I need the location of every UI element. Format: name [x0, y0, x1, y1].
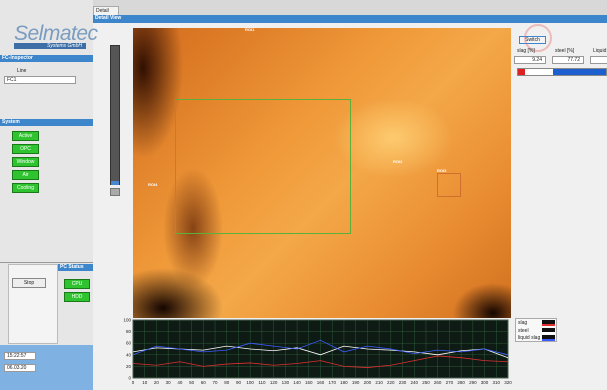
y-tick-label: 0: [128, 376, 131, 381]
reading-label: slag [%]: [517, 48, 535, 54]
x-tick-label: 240: [410, 380, 418, 385]
x-tick-label: 180: [340, 380, 348, 385]
y-tick-label: 100: [123, 318, 131, 323]
time: 15:22:57: [4, 352, 36, 360]
x-tick-label: 310: [493, 380, 501, 385]
reading-value: 61: [590, 56, 607, 64]
inspector-title: FC-Inspector: [0, 55, 93, 62]
x-tick-label: 120: [270, 380, 278, 385]
tab[interactable]: Detail: [93, 6, 119, 15]
series-line: [132, 345, 509, 359]
x-tick-label: 190: [352, 380, 360, 385]
x-tick-label: 270: [446, 380, 454, 385]
x-tick-label: 80: [224, 380, 230, 385]
legend-swatch: [542, 327, 555, 334]
y-tick-label: 20: [126, 364, 132, 369]
series-line: [132, 339, 509, 356]
roi-label: ROI4: [148, 182, 158, 187]
x-tick-label: 70: [213, 380, 219, 385]
x-tick-label: 160: [317, 380, 325, 385]
logo-sub: Systems GmbH: [14, 43, 86, 49]
reading-value: 77.72: [552, 56, 584, 64]
date: 06.03.20: [4, 364, 36, 372]
x-tick-label: 60: [201, 380, 207, 385]
view-title: Detail View: [93, 15, 607, 23]
reading-value: 9.24: [514, 56, 546, 64]
status-indicator: HDD: [64, 292, 90, 302]
system-button[interactable]: Air: [12, 170, 39, 180]
y-tick-label: 60: [126, 341, 132, 346]
roi-frame: [175, 99, 351, 234]
roi-label: ROI1: [245, 27, 255, 32]
x-tick-label: 10: [142, 380, 148, 385]
system-button[interactable]: Cooling: [12, 183, 39, 193]
x-tick-label: 0: [132, 380, 135, 385]
legend-label: steel: [518, 327, 529, 334]
y-tick-label: 40: [126, 352, 132, 357]
roi-frame: [437, 173, 461, 197]
reading-label: Liquid slag [%]: [593, 48, 607, 54]
reading-label: steel [%]: [555, 48, 575, 54]
x-tick-label: 200: [364, 380, 372, 385]
x-tick-label: 280: [457, 380, 465, 385]
x-tick-label: 130: [282, 380, 290, 385]
x-tick-label: 300: [481, 380, 489, 385]
divider: [0, 262, 93, 263]
system-button[interactable]: OPC: [12, 144, 39, 154]
x-tick-label: 290: [469, 380, 477, 385]
x-tick-label: 220: [387, 380, 395, 385]
x-tick-label: 210: [375, 380, 383, 385]
slider-button[interactable]: [110, 188, 120, 196]
logo: Selmatec: [14, 22, 98, 45]
x-tick-label: 90: [236, 380, 242, 385]
pc-status-title: PC Status: [58, 264, 93, 271]
x-tick-label: 250: [422, 380, 430, 385]
x-tick-label: 170: [328, 380, 336, 385]
system-button[interactable]: Window: [12, 157, 39, 167]
roi-label: ROI3: [437, 168, 447, 173]
system-title: System: [0, 119, 93, 126]
x-tick-label: 230: [399, 380, 407, 385]
slider-track[interactable]: [110, 45, 120, 185]
x-tick-label: 140: [293, 380, 301, 385]
x-tick-label: 260: [434, 380, 442, 385]
x-tick-label: 320: [504, 380, 512, 385]
slider-level: [111, 181, 119, 185]
system-button[interactable]: Active: [12, 131, 39, 141]
x-tick-label: 50: [189, 380, 195, 385]
composition-bar: [517, 68, 607, 76]
legend-swatch: [542, 335, 555, 341]
legend: slag steel liquid slag: [515, 318, 557, 342]
x-tick-label: 110: [258, 380, 266, 385]
x-tick-label: 40: [177, 380, 183, 385]
roi-label: ROI2: [393, 159, 403, 164]
x-tick-label: 30: [166, 380, 172, 385]
y-tick-label: 80: [126, 329, 132, 334]
x-tick-label: 150: [305, 380, 313, 385]
trend-chart: 0 20 40 60 80 100 0 10 20 30 40 50 60 70 80 90 100 110 120…: [123, 318, 512, 386]
click-highlight: [524, 24, 552, 52]
tab-strip: [93, 0, 607, 15]
status-indicator: CPU: [64, 279, 90, 289]
legend-label: slag: [518, 320, 528, 326]
legend-label: liquid slag: [518, 335, 541, 341]
x-tick-label: 100: [246, 380, 254, 385]
stop-button[interactable]: Stop: [12, 278, 46, 288]
line-input[interactable]: FC1: [4, 76, 76, 84]
legend-swatch: [542, 320, 555, 326]
x-tick-label: 20: [154, 380, 160, 385]
line-label: Line: [17, 68, 27, 74]
series-line: [132, 355, 509, 368]
stop-area: [8, 264, 58, 344]
